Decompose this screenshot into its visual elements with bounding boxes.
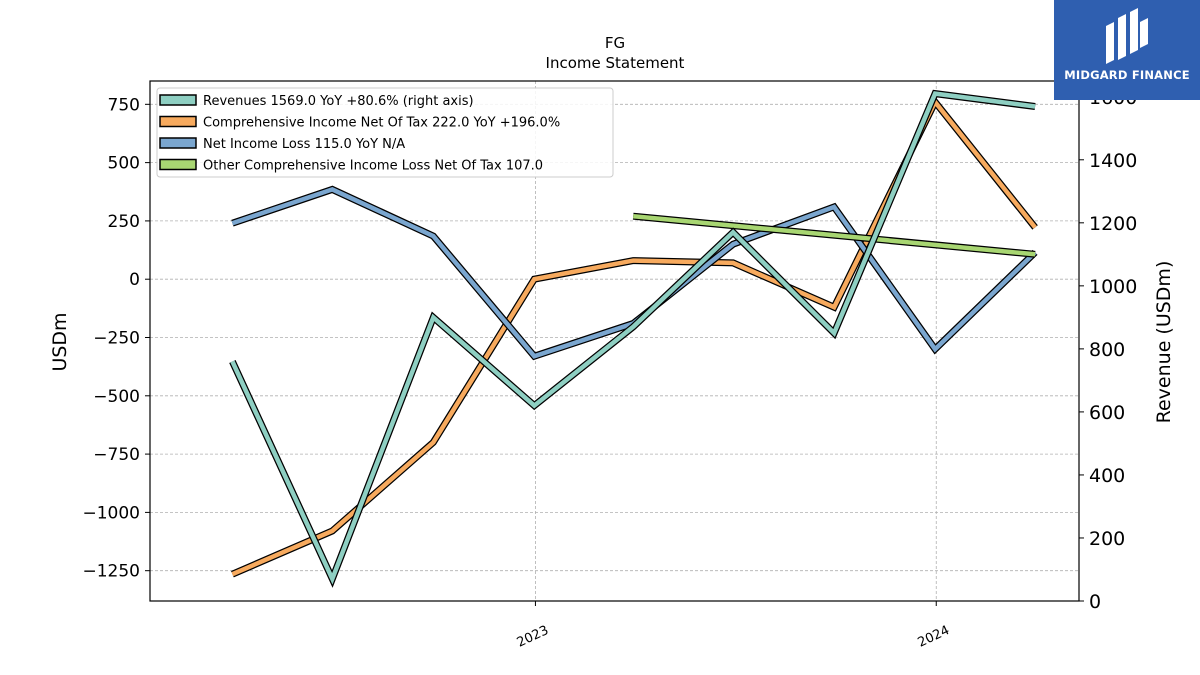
y2-tick-label: 0 bbox=[1089, 591, 1101, 613]
y-tick-label: −750 bbox=[93, 445, 140, 465]
y-tick-label: 250 bbox=[108, 212, 140, 232]
legend-label: Other Comprehensive Income Loss Net Of T… bbox=[203, 159, 543, 174]
legend-swatch bbox=[159, 115, 197, 128]
y-tick-label: −500 bbox=[93, 387, 140, 407]
logo-text: MIDGARD FINANCE bbox=[1064, 68, 1190, 82]
legend-swatch bbox=[159, 158, 197, 171]
plot-frame bbox=[149, 80, 1080, 602]
x-tick-label: 2023 bbox=[515, 623, 551, 651]
legend-label: Comprehensive Income Net Of Tax 222.0 Yo… bbox=[203, 116, 560, 131]
y2-tick-label: 1400 bbox=[1089, 150, 1137, 172]
series-line bbox=[230, 91, 1036, 585]
y2-tick-label: 400 bbox=[1089, 465, 1125, 487]
y-tick-label: −250 bbox=[93, 329, 140, 349]
y-tick-label: −1000 bbox=[82, 503, 140, 523]
legend-swatch bbox=[159, 137, 197, 149]
y2-tick-label: 1200 bbox=[1089, 213, 1137, 235]
legend-swatch bbox=[159, 94, 197, 106]
y-axis-label: USDm bbox=[49, 312, 71, 371]
y-tick-label: 0 bbox=[129, 270, 140, 290]
y2-tick-label: 600 bbox=[1089, 402, 1125, 424]
midgard-finance-logo: MIDGARD FINANCE bbox=[1054, 0, 1200, 100]
y2-axis-label: Revenue (USDm) bbox=[1153, 261, 1175, 424]
series-lines bbox=[229, 89, 1038, 588]
legend: Revenues 1569.0 YoY +80.6% (right axis) C… bbox=[156, 87, 614, 178]
series-0 bbox=[229, 89, 1036, 588]
y-tick-label: 500 bbox=[108, 154, 140, 174]
legend-label: Net Income Loss 115.0 YoY N/A bbox=[203, 137, 405, 152]
logo-mark-icon bbox=[1106, 8, 1148, 64]
y-tick-label: −1250 bbox=[82, 562, 140, 582]
y-tick-label: 750 bbox=[108, 95, 140, 115]
series-line bbox=[632, 213, 1036, 257]
chart-title: FG bbox=[605, 34, 625, 52]
legend-label: Revenues 1569.0 YoY +80.6% (right axis) bbox=[203, 94, 474, 109]
chart-subtitle: Income Statement bbox=[546, 54, 685, 72]
y2-tick-label: 1000 bbox=[1089, 276, 1137, 298]
x-tick-label: 2024 bbox=[916, 623, 952, 651]
legend-box bbox=[156, 87, 614, 178]
y2-tick-label: 800 bbox=[1089, 339, 1125, 361]
series-3 bbox=[632, 212, 1036, 258]
y2-tick-label: 200 bbox=[1089, 528, 1125, 550]
